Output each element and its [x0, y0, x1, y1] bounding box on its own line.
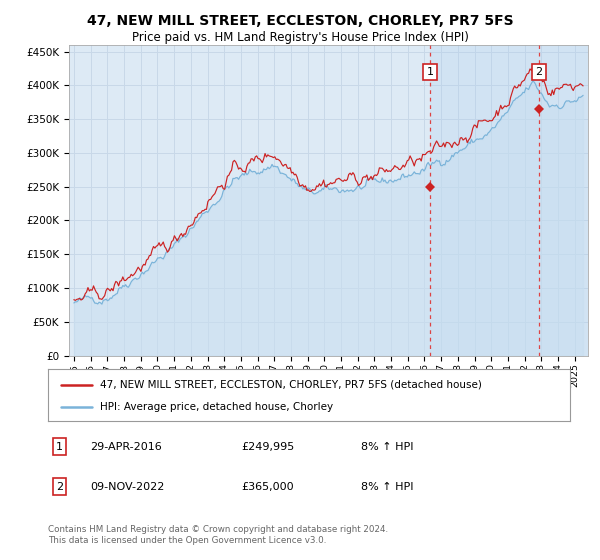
Text: £365,000: £365,000 [241, 482, 294, 492]
Text: 47, NEW MILL STREET, ECCLESTON, CHORLEY, PR7 5FS (detached house): 47, NEW MILL STREET, ECCLESTON, CHORLEY,… [100, 380, 482, 390]
Text: 47, NEW MILL STREET, ECCLESTON, CHORLEY, PR7 5FS: 47, NEW MILL STREET, ECCLESTON, CHORLEY,… [86, 14, 514, 28]
Text: £249,995: £249,995 [241, 442, 295, 452]
Text: 2: 2 [535, 67, 542, 77]
Text: 2: 2 [56, 482, 63, 492]
Bar [430, 45, 588, 356]
Text: HPI: Average price, detached house, Chorley: HPI: Average price, detached house, Chor… [100, 402, 334, 412]
Text: 8% ↑ HPI: 8% ↑ HPI [361, 442, 414, 452]
Text: 09-NOV-2022: 09-NOV-2022 [90, 482, 164, 492]
Text: 1: 1 [427, 67, 433, 77]
Text: Contains HM Land Registry data © Crown copyright and database right 2024.
This d: Contains HM Land Registry data © Crown c… [48, 525, 388, 545]
Text: 29-APR-2016: 29-APR-2016 [90, 442, 161, 452]
Text: Price paid vs. HM Land Registry's House Price Index (HPI): Price paid vs. HM Land Registry's House … [131, 31, 469, 44]
Text: 1: 1 [56, 442, 63, 452]
Text: 8% ↑ HPI: 8% ↑ HPI [361, 482, 414, 492]
